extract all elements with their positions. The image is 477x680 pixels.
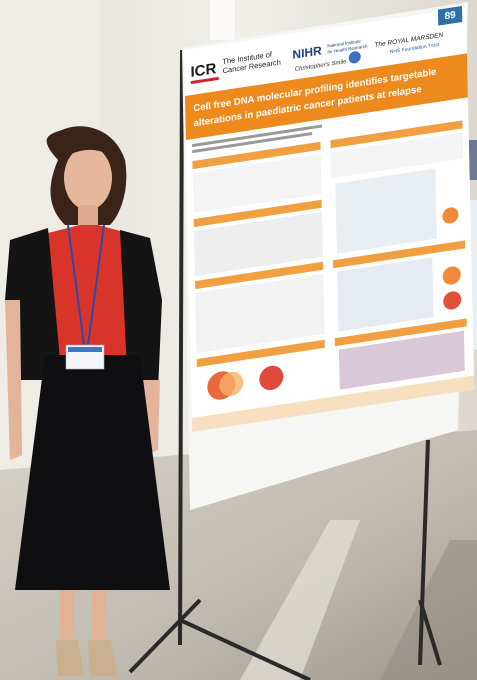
section-header xyxy=(332,240,466,269)
badge-header xyxy=(68,347,102,352)
icr-logo: ICR xyxy=(190,60,216,81)
section-header xyxy=(193,199,322,228)
text-block xyxy=(192,153,322,214)
stand-foot xyxy=(128,598,202,674)
text-block xyxy=(330,132,464,179)
heatmap xyxy=(338,330,465,390)
neck xyxy=(78,205,98,227)
nihr-name: for Health Research xyxy=(327,44,368,55)
leg xyxy=(92,590,106,645)
venn-circle xyxy=(219,371,244,397)
cardigan-right xyxy=(120,230,162,390)
section-header xyxy=(194,261,324,290)
section-header xyxy=(196,339,325,368)
leg xyxy=(60,590,74,645)
fringe xyxy=(62,143,115,160)
pie-chart xyxy=(442,207,459,224)
floor-shadow xyxy=(380,540,477,680)
stand-pole-right xyxy=(418,439,430,666)
window-light xyxy=(210,0,235,40)
pie-chart xyxy=(442,266,461,285)
shoe xyxy=(88,640,118,676)
person xyxy=(5,126,170,676)
oncoprint xyxy=(337,257,434,332)
section-header xyxy=(192,141,321,170)
poster: 89 ICR The Institute of Cancer Research … xyxy=(184,6,475,432)
face xyxy=(64,146,112,210)
stand-foot xyxy=(179,618,311,680)
black-skirt xyxy=(15,355,170,590)
stand-foot xyxy=(418,599,442,666)
shoe xyxy=(56,640,84,676)
venn-circle xyxy=(259,365,284,391)
floor-vein xyxy=(240,520,360,680)
title-band xyxy=(184,53,468,140)
author-line xyxy=(192,131,313,154)
icr-logo-bar xyxy=(190,76,219,85)
poster-number: 89 xyxy=(444,10,456,23)
oncoprint xyxy=(335,168,437,254)
poster-number-badge xyxy=(437,6,463,26)
nihr-logo: NIHR xyxy=(292,43,322,61)
nihr-name: National Institute xyxy=(327,38,361,48)
stand-pole-left xyxy=(178,49,184,646)
workflow-figure xyxy=(193,211,323,277)
author-line xyxy=(192,124,323,148)
section-header xyxy=(330,120,463,149)
lanyard xyxy=(67,224,85,346)
lanyard xyxy=(87,224,105,346)
pie-chart xyxy=(443,291,462,310)
arm-left xyxy=(5,300,22,460)
red-blouse xyxy=(40,225,135,360)
charity-logo-mark xyxy=(348,51,361,64)
results-plot xyxy=(195,273,325,354)
section-header xyxy=(334,318,467,347)
conclusion-band xyxy=(191,375,475,432)
